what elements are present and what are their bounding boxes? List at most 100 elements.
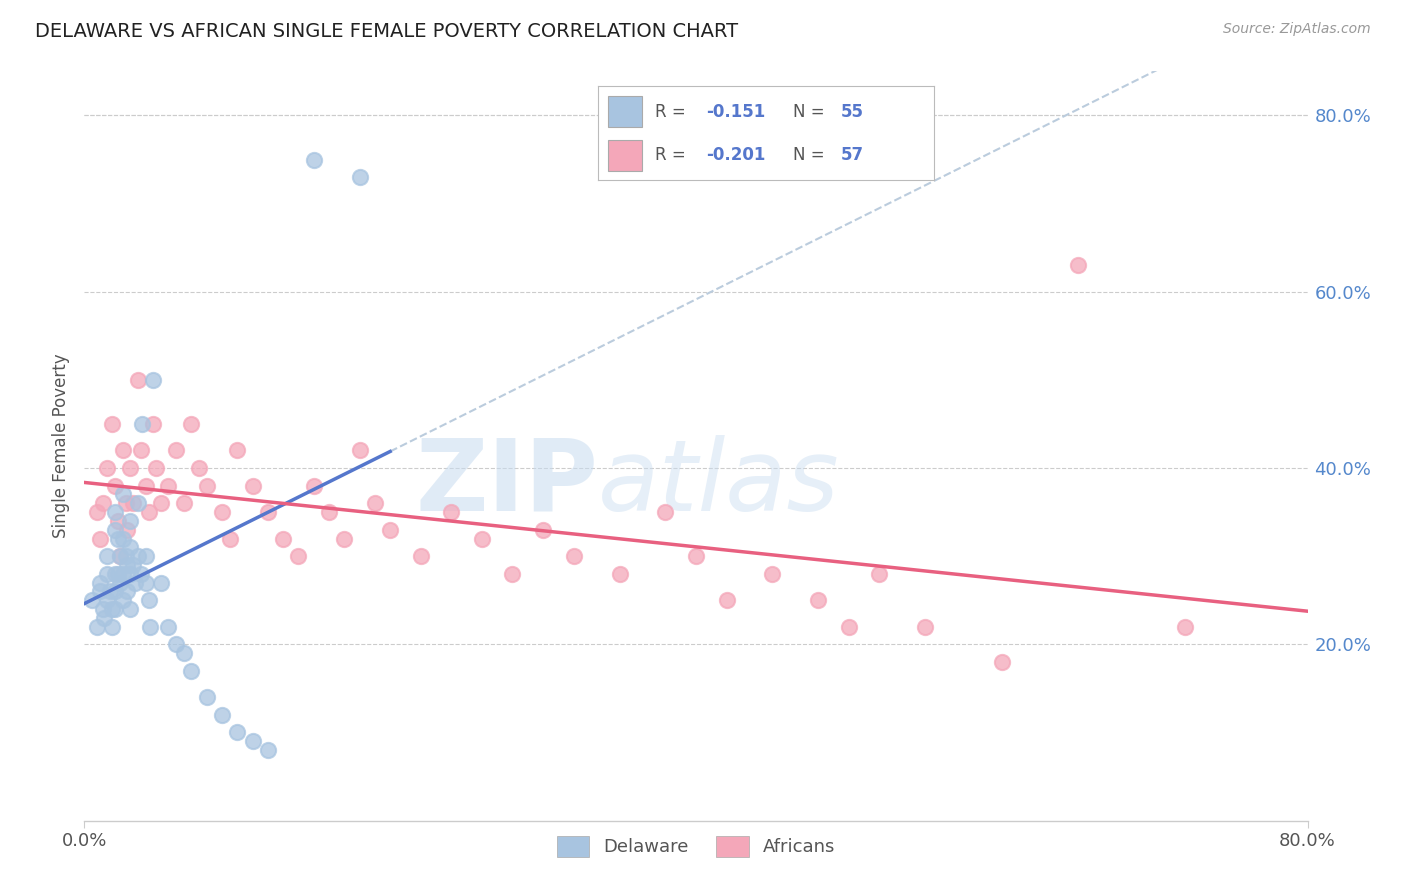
Point: [107, 514, 129, 528]
Point: [86, 505, 108, 519]
Point: [195, 478, 218, 492]
Point: [142, 373, 165, 387]
Point: [165, 443, 187, 458]
Point: [349, 170, 371, 185]
Point: [135, 549, 157, 564]
Point: [91, 602, 114, 616]
Point: [188, 461, 211, 475]
Point: [138, 593, 160, 607]
Point: [114, 496, 136, 510]
Point: [120, 461, 142, 475]
Point: [531, 523, 554, 537]
Point: [115, 584, 138, 599]
Point: [111, 443, 134, 458]
Point: [120, 602, 142, 616]
Point: [104, 602, 127, 616]
Point: [89, 575, 111, 590]
Point: [287, 549, 309, 564]
Point: [471, 532, 494, 546]
Point: [96, 593, 118, 607]
Point: [807, 593, 830, 607]
Point: [135, 478, 157, 492]
Point: [139, 620, 162, 634]
Point: [142, 417, 165, 431]
Point: [180, 417, 202, 431]
Point: [654, 505, 676, 519]
Point: [115, 523, 138, 537]
Point: [333, 532, 356, 546]
Point: [127, 549, 149, 564]
Point: [104, 566, 127, 581]
Point: [173, 646, 195, 660]
Point: [149, 575, 172, 590]
Point: [124, 575, 146, 590]
Point: [129, 566, 152, 581]
Point: [108, 549, 131, 564]
Point: [165, 637, 187, 651]
Text: atlas: atlas: [598, 435, 839, 532]
Point: [211, 707, 233, 722]
Point: [129, 443, 152, 458]
Point: [104, 523, 127, 537]
Point: [195, 690, 218, 705]
Point: [349, 443, 371, 458]
Point: [135, 575, 157, 590]
Text: ZIP: ZIP: [415, 435, 598, 532]
Point: [127, 373, 149, 387]
Point: [107, 566, 129, 581]
Point: [226, 725, 249, 739]
Point: [138, 505, 160, 519]
Point: [364, 496, 387, 510]
Point: [562, 549, 585, 564]
Point: [991, 655, 1014, 669]
Point: [180, 664, 202, 678]
Point: [318, 505, 340, 519]
Point: [91, 496, 114, 510]
Point: [869, 566, 891, 581]
Point: [115, 558, 138, 572]
Point: [914, 620, 936, 634]
Point: [104, 505, 127, 519]
Point: [107, 532, 129, 546]
Point: [104, 584, 127, 599]
Point: [127, 496, 149, 510]
Point: [271, 532, 294, 546]
Point: [149, 496, 172, 510]
Y-axis label: Single Female Poverty: Single Female Poverty: [52, 354, 70, 538]
Point: [440, 505, 463, 519]
Point: [409, 549, 432, 564]
Point: [502, 566, 524, 581]
Point: [89, 532, 111, 546]
Point: [122, 558, 145, 572]
Point: [101, 602, 124, 616]
Text: DELAWARE VS AFRICAN SINGLE FEMALE POVERTY CORRELATION CHART: DELAWARE VS AFRICAN SINGLE FEMALE POVERT…: [35, 22, 738, 41]
Point: [145, 461, 167, 475]
Point: [108, 549, 131, 564]
Point: [302, 478, 325, 492]
Point: [111, 566, 134, 581]
Point: [226, 443, 249, 458]
Point: [211, 505, 233, 519]
Point: [120, 566, 142, 581]
Point: [93, 611, 115, 625]
Point: [173, 496, 195, 510]
Point: [1174, 620, 1197, 634]
Point: [86, 620, 108, 634]
Point: [1067, 258, 1090, 272]
Point: [685, 549, 707, 564]
Point: [114, 549, 136, 564]
Point: [838, 620, 860, 634]
Point: [101, 620, 124, 634]
Point: [111, 593, 134, 607]
Point: [120, 514, 142, 528]
Point: [111, 532, 134, 546]
Point: [104, 478, 127, 492]
Point: [242, 734, 264, 748]
Point: [218, 532, 240, 546]
Point: [96, 566, 118, 581]
Point: [120, 541, 142, 555]
Point: [609, 566, 631, 581]
Point: [131, 417, 153, 431]
Text: Source: ZipAtlas.com: Source: ZipAtlas.com: [1223, 22, 1371, 37]
Point: [96, 549, 118, 564]
